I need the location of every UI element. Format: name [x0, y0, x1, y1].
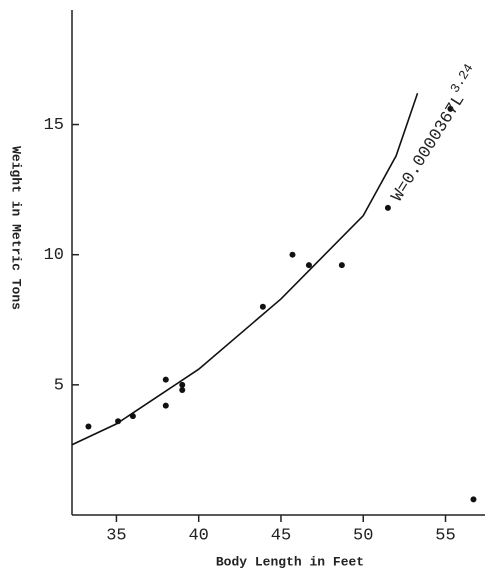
point [179, 387, 186, 394]
y-tick-label: 10 [44, 246, 64, 265]
point [447, 105, 454, 112]
point [384, 204, 391, 211]
point [129, 413, 136, 420]
y-axis-label: Weight in Metric Tons [9, 146, 24, 310]
point [162, 376, 169, 383]
x-tick-label: 35 [106, 526, 126, 545]
point [338, 262, 345, 269]
x-tick-label: 55 [435, 526, 455, 545]
point [305, 262, 312, 269]
y-tick-label: 5 [54, 376, 64, 395]
x-tick-label: 50 [353, 526, 373, 545]
y-tick-label: 15 [44, 116, 64, 135]
point [259, 303, 266, 310]
x-tick-label: 45 [271, 526, 291, 545]
x-axis-label: Body Length in Feet [216, 554, 364, 569]
point [289, 251, 296, 258]
fit-curve [71, 93, 419, 446]
point [115, 418, 122, 425]
x-tick-label: 40 [188, 526, 208, 545]
point [470, 496, 477, 503]
point [179, 381, 186, 388]
point [85, 423, 92, 430]
point [162, 402, 169, 409]
